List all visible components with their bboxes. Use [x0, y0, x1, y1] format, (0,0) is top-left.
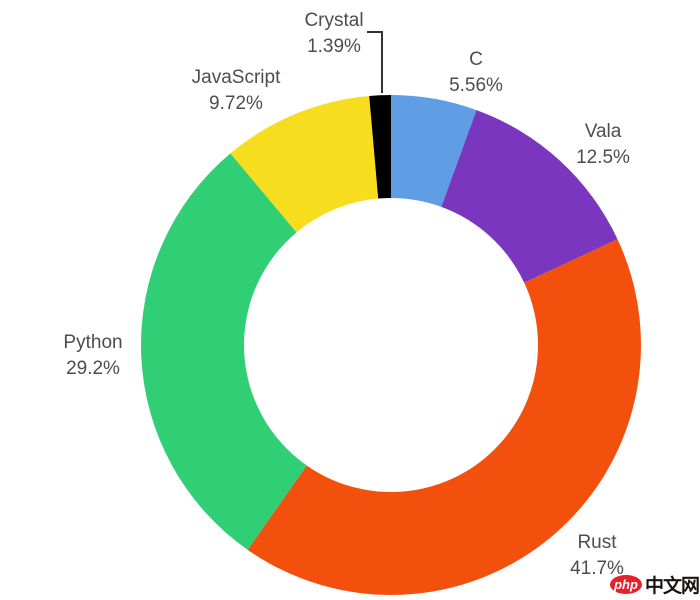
slice-label-value: 29.2% [66, 358, 120, 379]
slice-label-name: JavaScript [191, 67, 281, 88]
php-logo: php [609, 575, 642, 594]
slice-label-value: 5.56% [449, 75, 503, 96]
donut-slice-vala [441, 110, 618, 283]
donut-slice-python [141, 153, 307, 550]
donut-slice-javascript [230, 95, 379, 233]
label-crystal: Crystal 1.39% [304, 8, 363, 60]
label-c: C 5.56% [449, 47, 503, 99]
crystal-leader-line [367, 31, 383, 93]
label-python: Python 29.2% [63, 330, 122, 382]
slice-label-value: 1.39% [307, 36, 361, 57]
slice-label-name: C [469, 49, 483, 70]
label-rust: Rust 41.7% [570, 530, 624, 582]
slice-label-name: Rust [577, 532, 617, 553]
donut-slice-c [391, 95, 477, 207]
donut-slices [141, 95, 641, 595]
watermark-site-name: 中文网 [644, 576, 700, 597]
label-javascript: JavaScript 9.72% [192, 65, 281, 117]
donut-slice-rust [247, 239, 641, 595]
php-cn-watermark: php 中文网 [609, 571, 700, 598]
slice-label-value: 12.5% [576, 147, 630, 168]
slice-label-name: Crystal [304, 10, 364, 31]
slice-label-name: Python [63, 332, 123, 353]
donut-slice-crystal [369, 95, 391, 199]
slice-label-value: 9.72% [209, 93, 263, 114]
slice-label-value: 41.7% [570, 558, 624, 579]
slice-label-name: Vala [584, 121, 622, 142]
label-vala: Vala 12.5% [576, 119, 630, 171]
